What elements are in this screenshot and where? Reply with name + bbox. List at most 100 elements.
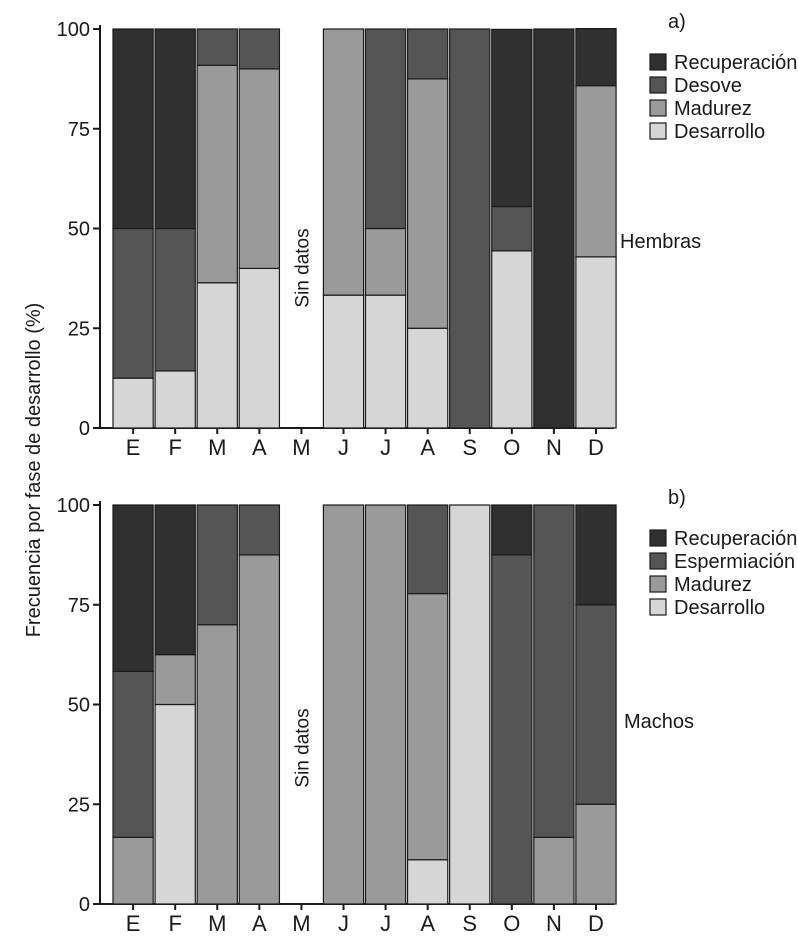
x-tick-label: J <box>338 911 349 936</box>
bar-segment <box>322 294 365 429</box>
bar-segment <box>238 554 281 905</box>
bar-segment <box>112 836 154 905</box>
bar-segment <box>112 504 154 672</box>
legend-label: Desarrollo <box>674 121 765 143</box>
bar-segment <box>364 28 407 230</box>
bar-segment <box>364 227 407 296</box>
x-tick-label: J <box>380 911 391 936</box>
x-tick-label: E <box>126 911 141 936</box>
bar-segment <box>154 504 196 656</box>
bar-segment <box>154 370 196 429</box>
bar-segment <box>575 604 617 805</box>
bar-segment <box>154 28 196 230</box>
panel-side-label: Machos <box>624 711 694 733</box>
y-tick-label: 0 <box>79 418 90 440</box>
legend-swatch <box>649 598 667 616</box>
legend-swatch <box>649 575 667 593</box>
bar-segment <box>449 504 491 905</box>
y-axis-label: Frecuencia por fase de desarrollo (%) <box>23 303 45 638</box>
bar-segment <box>406 504 449 595</box>
x-tick-label: J <box>338 435 349 460</box>
x-tick-label: N <box>546 911 562 936</box>
legend-label: Recuperación <box>674 528 797 550</box>
legend-label: Recuperación <box>674 52 797 74</box>
bar-segment <box>406 28 449 80</box>
y-tick-label: 50 <box>68 695 90 717</box>
bar-segment <box>491 504 533 556</box>
bar-segment <box>364 504 407 905</box>
x-tick-label: A <box>252 435 267 460</box>
bar-segment <box>449 28 491 429</box>
bar-segment <box>196 282 238 429</box>
bar-segment <box>112 377 154 429</box>
no-data-label: Sin datos <box>292 228 313 307</box>
x-tick-label: A <box>420 911 435 936</box>
bar-segment <box>491 28 533 208</box>
bar-segment <box>238 504 281 556</box>
bar-segment <box>491 205 533 252</box>
bar-segment <box>196 28 238 66</box>
bar-segment <box>533 836 575 905</box>
bar-segment <box>112 28 154 230</box>
bar-segment <box>112 227 154 379</box>
bar-segment <box>196 504 238 626</box>
x-tick-label: M <box>292 911 310 936</box>
x-tick-label: M <box>208 435 226 460</box>
bar-segment <box>406 859 449 905</box>
panel-side-label: Hembras <box>620 231 701 253</box>
x-tick-label: A <box>252 911 267 936</box>
x-tick-label: F <box>168 911 181 936</box>
legend-label: Madurez <box>674 98 752 120</box>
bar-segment <box>238 267 281 429</box>
bar-segment <box>364 294 407 429</box>
x-tick-label: O <box>503 435 520 460</box>
bar-segment <box>491 250 533 429</box>
legend-swatch <box>649 122 667 140</box>
bar-segment <box>322 504 365 905</box>
bar-segment <box>322 28 365 296</box>
bar-segment <box>406 327 449 429</box>
x-tick-label: O <box>503 911 520 936</box>
legend-swatch <box>649 99 667 117</box>
legend-label: Desove <box>674 75 742 97</box>
y-tick-label: 50 <box>68 219 90 241</box>
legend-label: Madurez <box>674 574 752 596</box>
bar-segment <box>238 68 281 270</box>
legend-label: Desarrollo <box>674 597 765 619</box>
y-tick-label: 25 <box>68 318 90 340</box>
bar-segment <box>533 28 575 429</box>
y-tick-label: 100 <box>57 495 90 517</box>
bar-segment <box>491 554 533 905</box>
bar-segment <box>406 592 449 861</box>
bar-segment <box>196 624 238 905</box>
bar-segment <box>154 227 196 372</box>
x-tick-label: D <box>588 911 604 936</box>
x-tick-label: D <box>588 435 604 460</box>
y-tick-label: 75 <box>68 595 90 617</box>
x-tick-label: F <box>168 435 181 460</box>
x-tick-label: S <box>462 911 477 936</box>
x-tick-label: E <box>126 435 141 460</box>
bar-segment <box>575 28 617 87</box>
bar-segment <box>196 64 238 284</box>
x-tick-label: S <box>462 435 477 460</box>
panel-label: b) <box>668 487 686 509</box>
y-tick-label: 25 <box>68 794 90 816</box>
bar-segment <box>406 78 449 329</box>
legend-swatch <box>649 76 667 94</box>
y-tick-label: 75 <box>68 119 90 141</box>
panel-label: a) <box>668 11 686 33</box>
y-tick-label: 0 <box>79 894 90 916</box>
x-tick-label: M <box>292 435 310 460</box>
x-tick-label: N <box>546 435 562 460</box>
x-tick-label: J <box>380 435 391 460</box>
bar-segment <box>238 28 281 70</box>
legend-swatch <box>649 529 667 547</box>
bar-segment <box>533 504 575 838</box>
bar-segment <box>154 654 196 706</box>
bar-segment <box>575 504 617 606</box>
bar-segment <box>154 703 196 905</box>
